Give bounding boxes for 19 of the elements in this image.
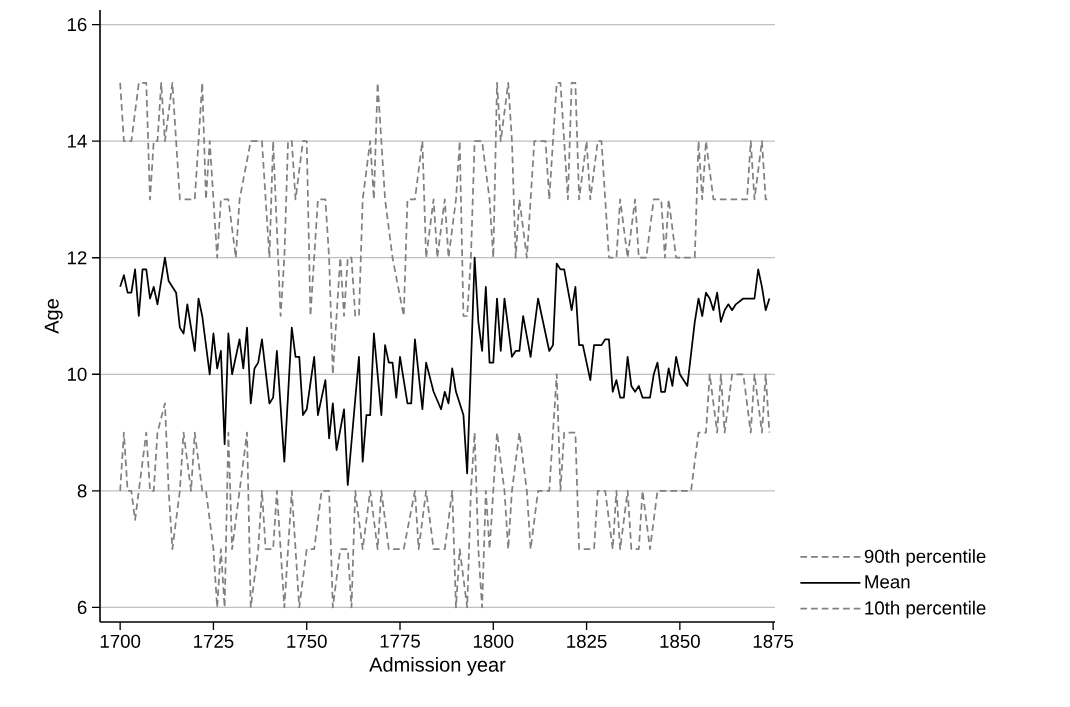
legend-label: 90th percentile xyxy=(864,549,986,567)
y-tick-label: 10 xyxy=(67,367,87,381)
x-tick-label: 1825 xyxy=(567,634,607,648)
x-tick-label: 1850 xyxy=(660,634,700,648)
legend-label: Mean xyxy=(865,575,910,589)
x-axis-title: Admission year xyxy=(369,657,506,676)
x-tick-label: 1875 xyxy=(753,634,794,648)
y-tick-label: 14 xyxy=(67,134,87,148)
x-tick-label: 1800 xyxy=(473,634,514,648)
legend-label: 10th percentile xyxy=(865,600,986,619)
y-axis-title: Age xyxy=(44,299,63,334)
x-tick-label: 1725 xyxy=(194,634,234,648)
y-tick-label: 8 xyxy=(77,484,87,498)
x-tick-label: 1750 xyxy=(287,634,327,648)
y-tick-label: 12 xyxy=(67,251,87,265)
x-tick-label: 1775 xyxy=(380,634,420,648)
y-tick-label: 6 xyxy=(77,600,87,615)
x-tick-label: 1700 xyxy=(100,634,141,648)
y-tick-label: 16 xyxy=(67,17,87,32)
